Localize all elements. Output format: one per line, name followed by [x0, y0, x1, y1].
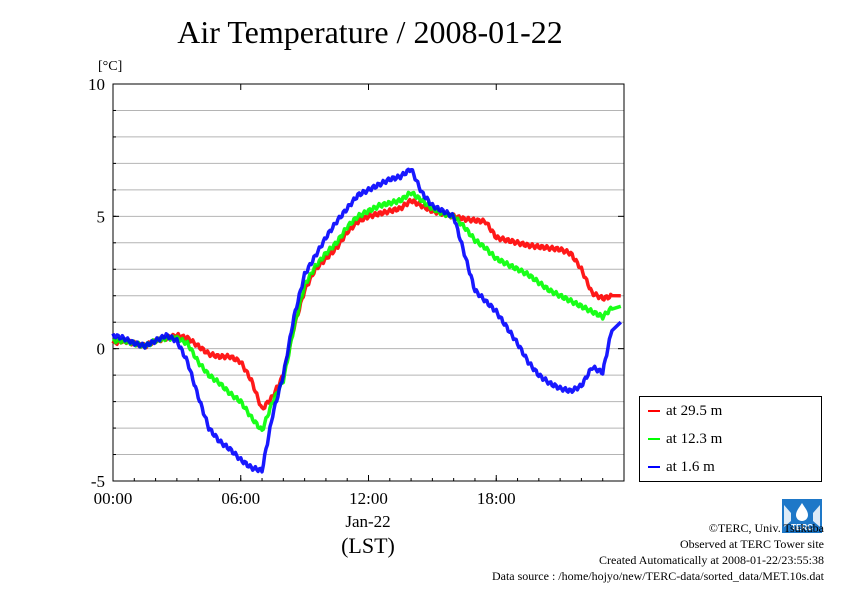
credit-line: Created Automatically at 2008-01-22/23:5… — [599, 553, 824, 567]
legend-item-29-5: at 29.5 m — [648, 401, 722, 421]
legend-label: at 12.3 m — [666, 430, 723, 447]
y-tick-label: 10 — [88, 75, 105, 94]
legend-item-1-6: at 1.6 m — [648, 457, 715, 477]
date-label: Jan-22 — [345, 512, 391, 531]
y-tick-label: 0 — [97, 340, 106, 359]
x-tick-label: 06:00 — [221, 489, 260, 508]
credit-line: Data source : /home/hojyo/new/TERC-data/… — [491, 569, 824, 583]
legend-label: at 29.5 m — [666, 402, 723, 419]
credits: ©TERC, Univ. Tsukuba Observed at TERC To… — [492, 520, 824, 584]
chart-title: Air Temperature / 2008-01-22 — [177, 14, 563, 50]
legend-label: at 1.6 m — [666, 458, 715, 475]
series-line-at-1-6-m — [111, 167, 623, 474]
terc-logo-icon: TERC — [782, 499, 822, 533]
credit-line: ©TERC, Univ. Tsukuba — [708, 521, 824, 535]
x-axis-label: (LST) — [341, 533, 395, 558]
credit-line: Observed at TERC Tower site — [679, 537, 824, 551]
x-tick-label: 12:00 — [349, 489, 388, 508]
legend-swatch-blue — [648, 466, 660, 468]
series-line-at-12-3-m — [112, 190, 622, 432]
logo-text: TERC — [791, 523, 813, 532]
legend: at 29.5 m at 12.3 m at 1.6 m — [639, 396, 822, 482]
plot-area: 10 5 0 -500:00 06:00 12:00 18:00 — [88, 75, 625, 508]
y-tick-label: 5 — [97, 207, 106, 226]
legend-item-12-3: at 12.3 m — [648, 429, 722, 449]
plot-frame — [112, 83, 625, 482]
y-tick-label: -5 — [91, 472, 105, 491]
x-tick-label: 00:00 — [94, 489, 133, 508]
legend-swatch-red — [648, 410, 660, 412]
legend-swatch-green — [648, 438, 660, 440]
series-line-at-29-5-m — [111, 197, 621, 411]
y-unit-label: [°C] — [98, 59, 122, 74]
x-tick-label: 18:00 — [477, 489, 516, 508]
